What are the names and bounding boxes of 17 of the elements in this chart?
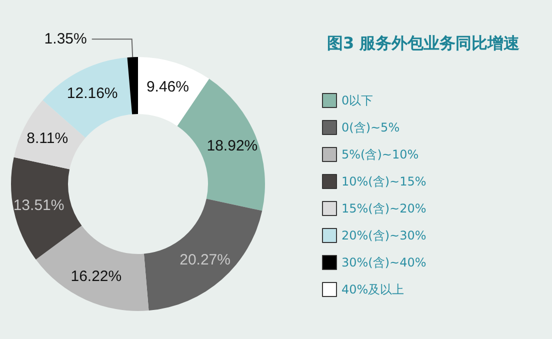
legend-label: 10%(含)~15% — [342, 174, 426, 188]
data-label: 8.11% — [26, 130, 68, 147]
legend-label: 15%(含)~20% — [342, 202, 426, 216]
legend-label: 0(含)~5% — [342, 120, 400, 134]
chart-title: 图3 服务外包业务同比增速 — [327, 34, 521, 52]
legend-label: 20%(含)~30% — [342, 228, 426, 242]
legend-label: 0以下 — [342, 94, 374, 108]
data-label: 12.16% — [66, 84, 118, 102]
data-label: 13.51% — [13, 196, 64, 214]
data-label: 18.92% — [206, 138, 258, 155]
data-label: 20.27% — [180, 252, 230, 269]
legend-label: 30%(含)~40% — [342, 256, 426, 270]
data-label: 9.46% — [146, 78, 189, 96]
data-label: 1.35% — [44, 30, 87, 48]
legend-label: 5%(含)~10% — [342, 148, 419, 162]
legend-label: 40%及以上 — [342, 282, 404, 296]
data-label: 16.22% — [70, 268, 122, 285]
